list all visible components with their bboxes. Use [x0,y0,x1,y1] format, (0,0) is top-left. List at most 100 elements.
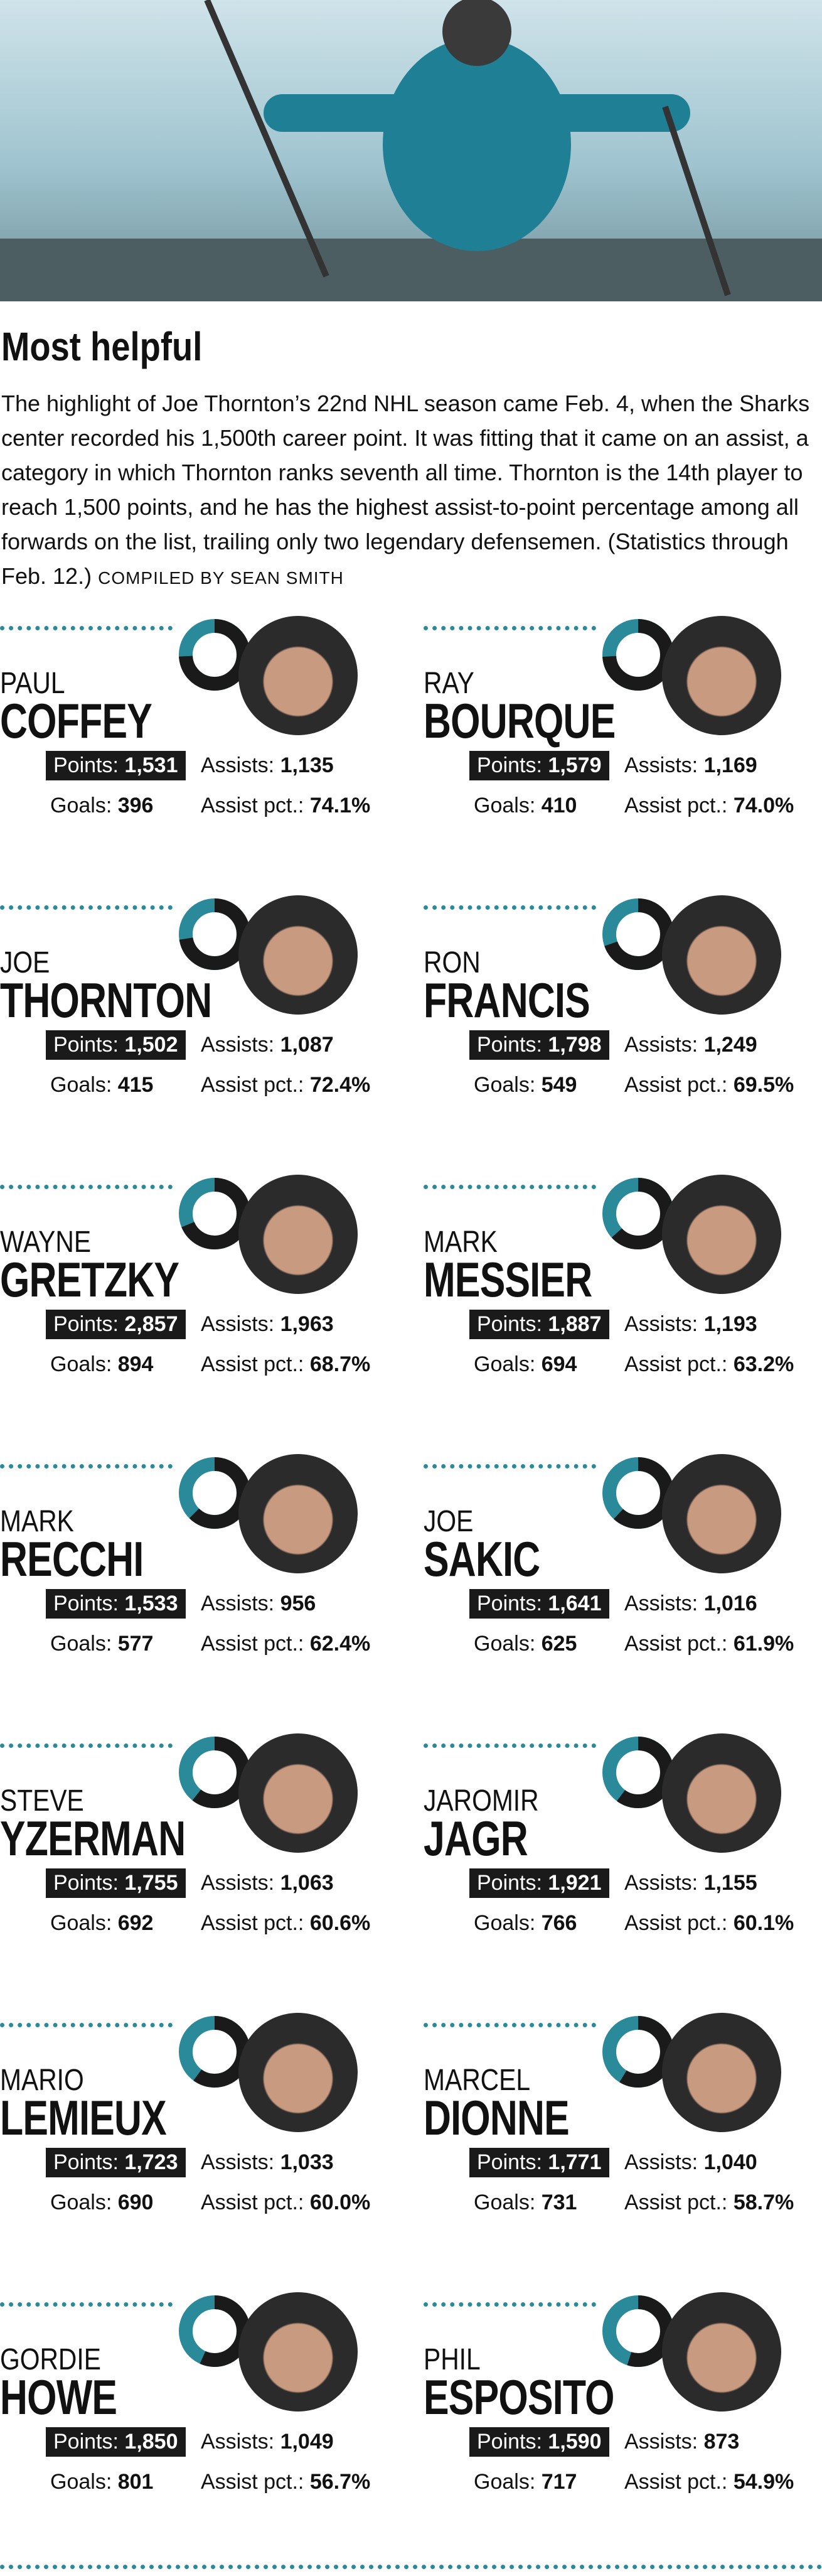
assist-pct-value: 61.9% [733,1632,794,1656]
points-value: 1,887 [548,1312,602,1336]
player-photo [662,1454,781,1573]
last-name: RECCHI [0,1531,144,1587]
dotted-rule [424,2023,596,2027]
points-label: Points: [53,1312,119,1336]
assist-pct-label: Assist pct.: [624,2470,728,2494]
assist-pct-label: Assist pct.: [624,1911,728,1935]
assists-label: Assists: [624,1312,698,1336]
goals-value: 717 [541,2470,577,2494]
goals-value: 694 [541,1352,577,1376]
goals-label: Goals: [474,2191,536,2214]
points: Points: 1,579 [469,751,609,780]
last-name: GRETZKY [0,1252,179,1307]
player-card: RAY BOURQUE Points: 1,579 Assists: 1,169 Goa… [424,616,800,880]
goals-label: Goals: [474,1352,536,1376]
points-label: Points: [53,1592,119,1615]
assists-label: Assists: [201,1033,275,1057]
assists-label: Assists: [624,2430,698,2454]
player-card: GORDIE HOWE Points: 1,850 Assists: 1,049 Goa… [0,2292,376,2556]
assist-pct-value: 60.6% [309,1911,371,1935]
points-value: 2,857 [124,1312,178,1336]
points-label: Points: [53,2430,119,2454]
player-card: PHIL ESPOSITO Points: 1,590 Assists: 873 Goa… [424,2292,800,2556]
dotted-rule [0,626,173,630]
credit: COMPILED BY SEAN SMITH [98,568,344,588]
points-label: Points: [477,2150,542,2174]
first-name: MARK [0,1505,74,1538]
points: Points: 1,533 [46,1589,186,1619]
assists: Assists: 1,249 [624,1033,757,1057]
goals-label: Goals: [474,1632,536,1656]
assists-label: Assists: [624,1871,698,1895]
goals: Goals: 396 [50,794,153,818]
goals-value: 625 [541,1632,577,1656]
assist-pct-value: 72.4% [309,1073,371,1097]
goals-value: 801 [117,2470,154,2494]
goals-label: Goals: [474,2470,536,2494]
assists-label: Assists: [624,1592,698,1615]
assists-value: 956 [280,1592,316,1615]
player-photo [238,2292,358,2412]
first-name: JOE [0,946,50,979]
dotted-rule [0,2023,173,2027]
last-name: DIONNE [424,2090,570,2145]
first-name: GORDIE [0,2343,101,2376]
assist-pct: Assist pct.: 69.5% [624,1073,794,1097]
last-name: JAGR [424,1811,528,1866]
assist-pct-value: 54.9% [733,2470,794,2494]
goals-label: Goals: [474,1911,536,1935]
points-label: Points: [477,753,542,777]
first-name: JOE [424,1505,474,1538]
assists: Assists: 1,963 [201,1312,334,1337]
goals: Goals: 717 [474,2470,577,2494]
assists: Assists: 1,063 [201,1871,334,1895]
points-label: Points: [53,1871,119,1895]
player-card: JOE SAKIC Points: 1,641 Assists: 1,016 Goals… [424,1454,800,1718]
goals: Goals: 692 [50,1911,153,1936]
divider [0,2565,822,2569]
assists-label: Assists: [201,2150,275,2174]
goals: Goals: 894 [50,1352,153,1377]
goals-value: 894 [117,1352,154,1376]
player-card: RON FRANCIS Points: 1,798 Assists: 1,249 Goa… [424,895,800,1159]
assist-pct: Assist pct.: 74.0% [624,794,794,818]
goals: Goals: 766 [474,1911,577,1936]
first-name: MARCEL [424,2064,531,2097]
assist-pct: Assist pct.: 58.7% [624,2191,794,2215]
assist-pct-label: Assist pct.: [624,794,728,817]
goals: Goals: 801 [50,2470,153,2494]
assist-pct-label: Assist pct.: [201,1911,304,1935]
assist-pct-value: 60.1% [733,1911,794,1935]
assist-pct: Assist pct.: 60.0% [201,2191,370,2215]
goals: Goals: 731 [474,2191,577,2215]
assist-pct: Assist pct.: 63.2% [624,1352,794,1377]
assists-label: Assists: [624,753,698,777]
points-label: Points: [53,1033,119,1057]
first-name: MARIO [0,2064,84,2097]
goals-label: Goals: [50,2470,112,2494]
assist-pct-label: Assist pct.: [201,1073,304,1097]
assists-label: Assists: [624,1033,698,1057]
player-photo [238,895,358,1015]
points-value: 1,798 [548,1033,602,1057]
assist-pct-value: 60.0% [309,2191,371,2214]
goals-label: Goals: [50,794,112,817]
assist-pct: Assist pct.: 60.1% [624,1911,794,1936]
points-label: Points: [477,2430,542,2454]
last-name: BOURQUE [424,693,616,748]
player-card: JAROMIR JAGR Points: 1,921 Assists: 1,155 Go… [424,1733,800,1997]
points-label: Points: [53,2150,119,2174]
assist-pct-label: Assist pct.: [624,2191,728,2214]
assist-pct-value: 62.4% [309,1632,371,1656]
assists: Assists: 1,049 [201,2430,334,2454]
assist-pct-label: Assist pct.: [624,1632,728,1656]
assist-pct-value: 69.5% [733,1073,794,1097]
last-name: LEMIEUX [0,2090,167,2145]
goals-label: Goals: [50,1632,112,1656]
player-photo [238,1175,358,1294]
points-value: 1,641 [548,1592,602,1615]
assists-value: 1,040 [703,2150,757,2174]
assists-value: 873 [703,2430,740,2454]
assist-pct-label: Assist pct.: [201,1632,304,1656]
first-name: MARK [424,1226,498,1259]
